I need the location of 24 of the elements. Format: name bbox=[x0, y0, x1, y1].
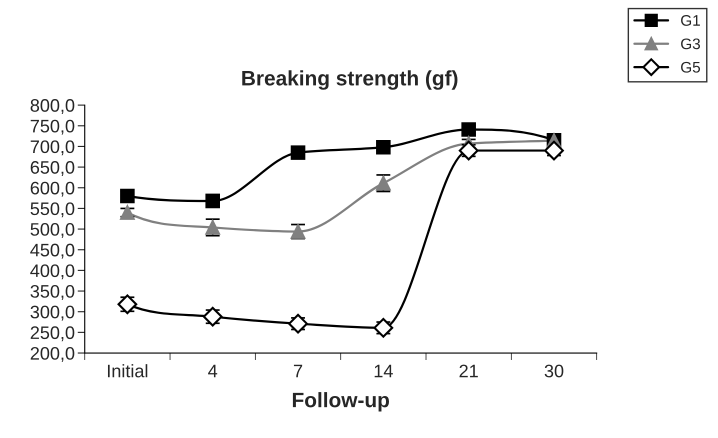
y-tick-label: 800,0 bbox=[30, 99, 74, 114]
y-tick-label: 550,0 bbox=[30, 202, 74, 218]
y-tick-label: 450,0 bbox=[30, 244, 74, 259]
y-tick-label: 300,0 bbox=[30, 306, 74, 321]
x-tick-label: 4 bbox=[208, 364, 218, 378]
legend-label: G1 bbox=[681, 15, 700, 26]
x-tick-label: 14 bbox=[374, 364, 393, 378]
legend-label: G3 bbox=[681, 38, 700, 50]
y-tick-label: 350,0 bbox=[30, 284, 74, 300]
y-tick-label: 650,0 bbox=[30, 161, 74, 176]
legend-label: G5 bbox=[681, 62, 700, 73]
y-tick-label: 200,0 bbox=[30, 346, 74, 362]
y-tick-label: 400,0 bbox=[30, 264, 74, 280]
y-tick-label: 500,0 bbox=[30, 223, 74, 238]
y-tick-label: 750,0 bbox=[30, 120, 74, 135]
chart-title: Breaking strength (gf) bbox=[242, 70, 458, 90]
x-tick-label: 21 bbox=[460, 364, 478, 378]
x-tick-label: 7 bbox=[294, 364, 302, 378]
x-tick-label: 30 bbox=[544, 364, 564, 378]
y-tick-label: 700,0 bbox=[30, 140, 74, 156]
x-axis-title: Follow-up bbox=[292, 392, 390, 412]
y-tick-label: 250,0 bbox=[30, 326, 74, 342]
x-tick-label: Initial bbox=[108, 364, 148, 378]
y-tick-label: 600,0 bbox=[30, 182, 74, 197]
